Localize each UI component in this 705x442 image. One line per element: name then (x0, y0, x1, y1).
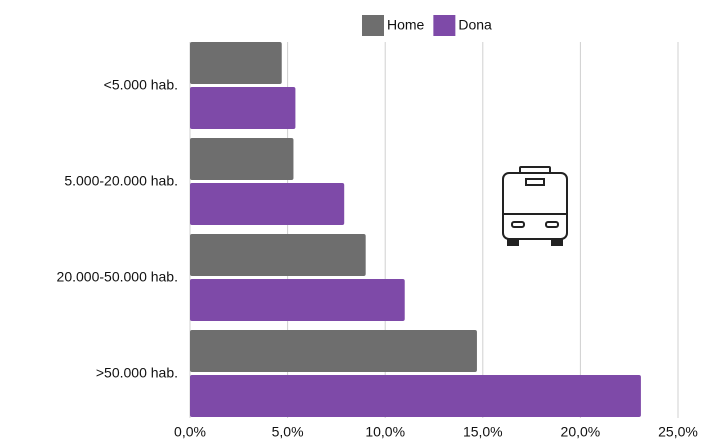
x-tick-label: 5,0% (272, 424, 304, 440)
x-tick-label: 0,0% (174, 424, 206, 440)
y-tick-label: 5.000-20.000 hab. (64, 173, 178, 189)
x-tick-label: 10,0% (365, 424, 405, 440)
x-tick-label: 25,0% (658, 424, 698, 440)
bar (190, 138, 294, 180)
bar (190, 330, 477, 372)
legend-swatch (433, 15, 456, 36)
bar (190, 87, 296, 129)
bus-icon (502, 166, 568, 246)
y-tick-label: 20.000-50.000 hab. (57, 269, 178, 285)
bar (190, 279, 405, 321)
y-tick-label: <5.000 hab. (104, 77, 178, 93)
bar (190, 42, 282, 84)
y-tick-label: >50.000 hab. (96, 365, 178, 381)
legend-swatch (362, 15, 384, 36)
x-tick-label: 15,0% (463, 424, 503, 440)
bar (190, 375, 641, 417)
legend-label: Home (387, 17, 425, 33)
legend-label: Dona (458, 17, 492, 33)
x-tick-label: 20,0% (561, 424, 601, 440)
bar (190, 183, 345, 225)
bar (190, 234, 366, 276)
